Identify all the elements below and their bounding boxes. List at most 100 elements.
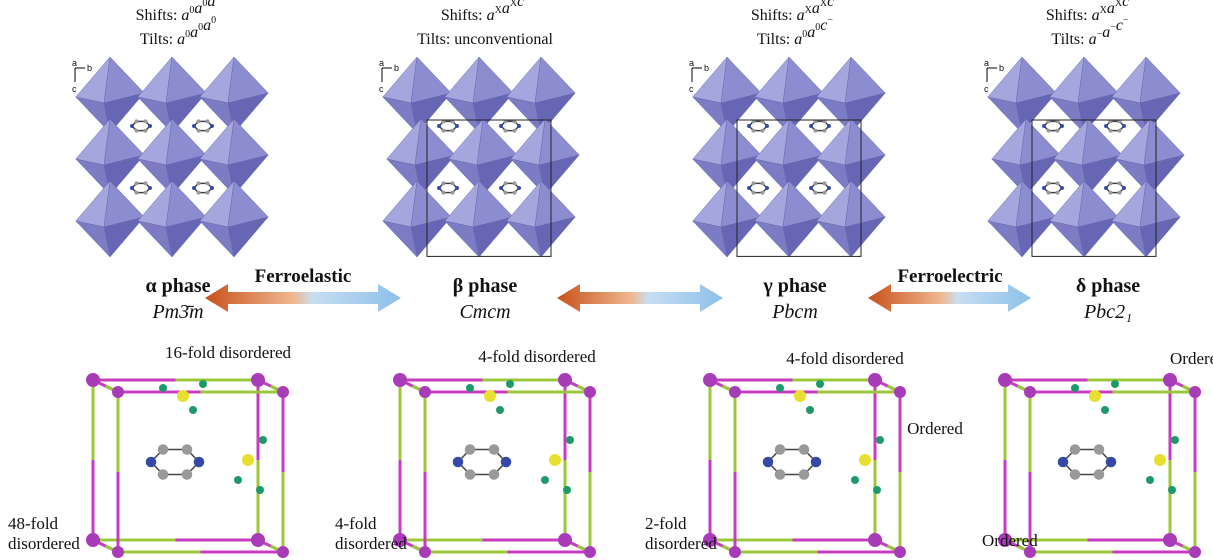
disorder-label: Ordered [907,419,963,438]
atom [484,390,496,402]
term-sup: X [495,5,503,16]
molecule-ring [130,120,152,132]
atom [86,533,100,547]
axis-label: b [87,63,92,73]
atom [873,486,881,494]
unit-cell [1031,119,1157,257]
atom [859,454,871,466]
atom [450,190,455,195]
phase-name: δ phase [1076,275,1140,297]
atom [816,380,824,388]
atom [827,186,831,190]
molecule-ring [1104,120,1126,132]
cage [86,373,289,558]
atom [134,128,139,133]
atom [751,190,756,195]
atom [464,469,476,480]
atom [894,546,906,558]
octahedron-face [1139,216,1181,258]
title-line: Shifts: aXaXc0 [441,0,529,24]
atom [393,533,407,547]
molecule-ring [1104,182,1126,194]
title-line: Tilts: unconventional [417,31,553,48]
term-base: a [177,31,185,48]
atom [868,533,882,547]
transition-label: Ferroelastic [255,266,352,287]
atom [1093,469,1105,480]
axis-label: a [379,58,384,68]
molecule-ring [499,120,521,132]
atom [1104,124,1108,128]
space-group: Cmcm [459,301,510,323]
atom [998,533,1012,547]
atom [499,186,503,190]
term-sup: − [1110,22,1116,33]
disorder-label: 4-fold disordered [478,347,596,366]
atom [1189,386,1201,398]
atom [134,119,139,124]
term-base: c [820,17,827,34]
atom [776,384,784,392]
atom [558,533,572,547]
atom [112,386,124,398]
space-group: Pm3̄m [151,301,203,323]
atom [1071,384,1079,392]
atom [729,386,741,398]
atom [192,124,196,128]
atom [143,119,148,124]
atom [488,469,500,480]
atom [503,190,508,195]
atom [762,456,774,468]
atom [199,380,207,388]
crystal-structure [987,56,1185,258]
term-base: a [1107,0,1115,17]
term-base: c [517,0,524,10]
term-sup: X [510,0,518,9]
term-base: c [1122,0,1129,10]
atom [196,190,201,195]
octahedron-face [476,154,518,196]
atom [159,384,167,392]
term-sup: 0 [202,0,207,9]
title-line: Tilts: a0a0c− [757,15,833,48]
atom [1060,124,1064,128]
atom [196,119,201,124]
octahedron-face [227,216,269,258]
term-base: a [797,7,805,24]
atom [1163,373,1177,387]
atom [259,436,267,444]
atom [1089,390,1101,402]
atom [205,190,210,195]
disorder-label: disordered [335,534,407,553]
term-sup: 0 [198,22,203,33]
atom [517,186,521,190]
atom [1046,190,1051,195]
atom [822,128,827,133]
unit-cell [426,119,552,257]
atom [894,386,906,398]
atom [798,444,810,455]
atom [1122,186,1126,190]
phase-name: α phase [145,275,210,297]
atom [1146,476,1154,484]
axis-label: b [704,63,709,73]
atom [234,476,242,484]
phase-name: β phase [453,275,518,297]
atom [1069,469,1081,480]
atom [1104,186,1108,190]
atom [747,186,751,190]
octahedron-face [103,216,145,258]
title-line: Tilts: a0a0a0 [140,15,216,48]
term-sup: − [1097,29,1103,40]
atom [419,546,431,558]
atom [806,406,814,414]
atom [760,190,765,195]
octahedron-face [534,216,576,258]
atom [765,124,769,128]
atom [193,456,205,468]
atom [196,128,201,133]
disorder-label: disordered [645,534,717,553]
tilts-label: Tilts: [1051,31,1084,48]
axis-label: a [984,58,989,68]
